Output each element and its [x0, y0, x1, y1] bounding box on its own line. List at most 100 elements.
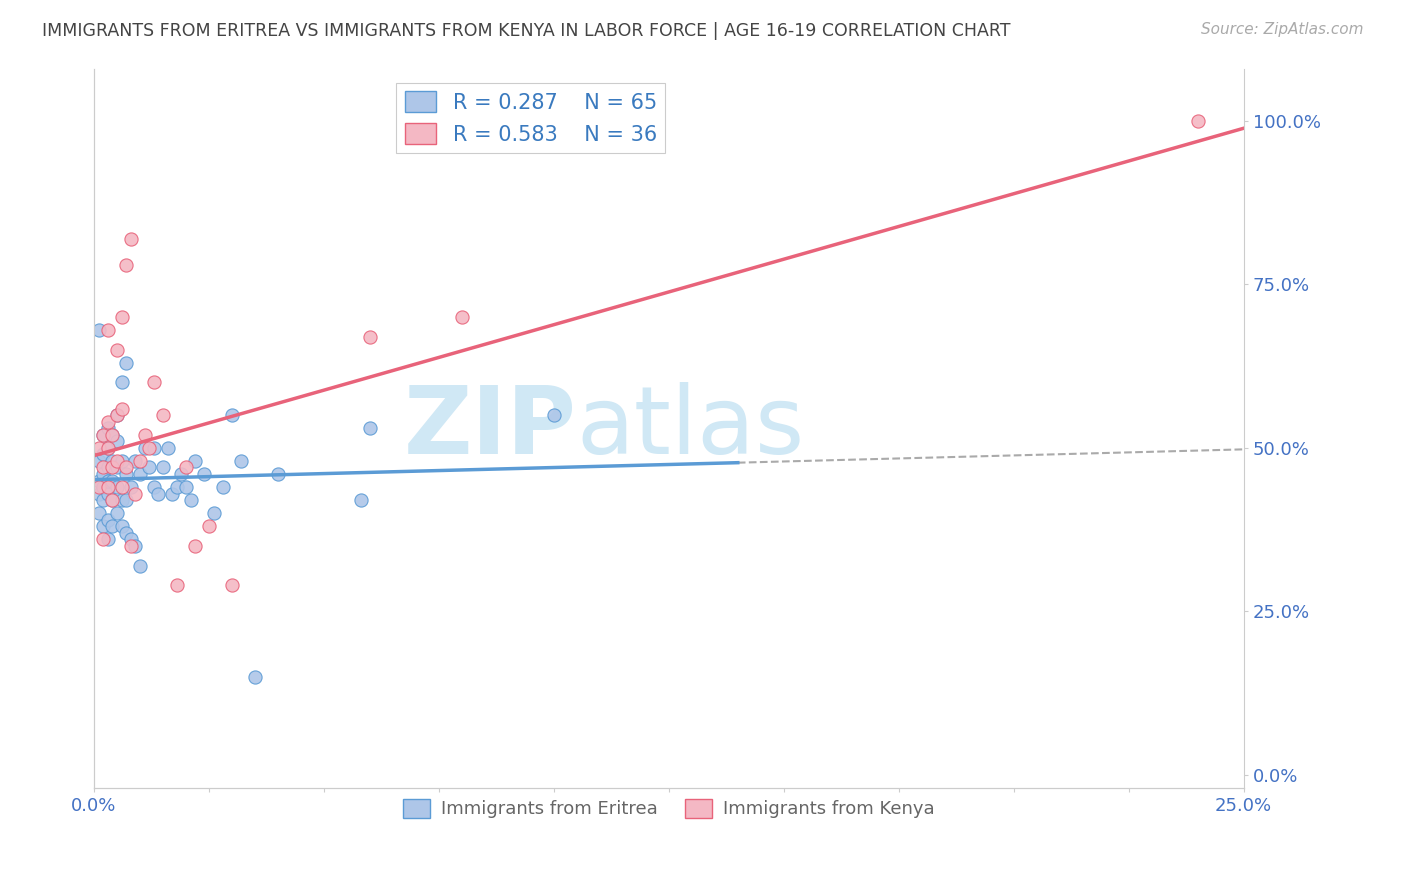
Point: [110, 480, 132, 494]
Point: [105, 408, 128, 422]
Point: [174, 460, 197, 475]
Point: [134, 441, 156, 455]
Point: [166, 578, 188, 592]
Point: [97, 421, 120, 435]
Point: [97, 513, 120, 527]
Point: [87, 480, 110, 494]
Point: [101, 427, 124, 442]
Point: [97, 441, 120, 455]
Point: [120, 533, 142, 547]
Point: [91, 519, 114, 533]
Point: [115, 356, 138, 370]
Point: [91, 427, 114, 442]
Point: [91, 447, 114, 461]
Point: [115, 467, 138, 481]
Point: [170, 467, 193, 481]
Point: [101, 519, 124, 533]
Point: [115, 460, 138, 475]
Point: [267, 467, 290, 481]
Point: [105, 480, 128, 494]
Point: [160, 486, 183, 500]
Point: [142, 376, 165, 390]
Point: [359, 421, 381, 435]
Point: [129, 558, 152, 573]
Point: [221, 408, 243, 422]
Point: [120, 231, 142, 245]
Point: [193, 467, 215, 481]
Point: [101, 474, 124, 488]
Point: [110, 493, 132, 508]
Point: [129, 454, 152, 468]
Point: [105, 408, 128, 422]
Point: [97, 441, 120, 455]
Point: [87, 454, 110, 468]
Point: [134, 427, 156, 442]
Point: [450, 310, 472, 324]
Point: [101, 427, 124, 442]
Point: [91, 460, 114, 475]
Point: [166, 480, 188, 494]
Point: [110, 376, 132, 390]
Point: [101, 493, 124, 508]
Text: atlas: atlas: [576, 382, 806, 475]
Text: IMMIGRANTS FROM ERITREA VS IMMIGRANTS FROM KENYA IN LABOR FORCE | AGE 16-19 CORR: IMMIGRANTS FROM ERITREA VS IMMIGRANTS FR…: [42, 22, 1011, 40]
Point: [110, 454, 132, 468]
Point: [87, 506, 110, 520]
Point: [229, 454, 252, 468]
Point: [87, 323, 110, 337]
Point: [110, 310, 132, 324]
Point: [115, 525, 138, 540]
Point: [221, 578, 243, 592]
Point: [110, 401, 132, 416]
Point: [101, 454, 124, 468]
Point: [97, 480, 120, 494]
Point: [350, 493, 373, 508]
Point: [115, 258, 138, 272]
Point: [120, 480, 142, 494]
Point: [174, 480, 197, 494]
Point: [91, 480, 114, 494]
Point: [179, 493, 201, 508]
Point: [105, 434, 128, 449]
Point: [152, 460, 174, 475]
Point: [101, 493, 124, 508]
Point: [142, 441, 165, 455]
Point: [543, 408, 565, 422]
Point: [105, 460, 128, 475]
Point: [198, 519, 221, 533]
Point: [87, 474, 110, 488]
Point: [152, 408, 174, 422]
Point: [359, 329, 381, 343]
Point: [97, 415, 120, 429]
Point: [87, 486, 110, 500]
Point: [138, 441, 160, 455]
Point: [124, 486, 146, 500]
Point: [129, 467, 152, 481]
Legend: Immigrants from Eritrea, Immigrants from Kenya: Immigrants from Eritrea, Immigrants from…: [396, 792, 942, 826]
Point: [105, 454, 128, 468]
Point: [101, 460, 124, 475]
Point: [211, 480, 233, 494]
Point: [184, 539, 207, 553]
Point: [148, 486, 170, 500]
Point: [105, 506, 128, 520]
Point: [142, 480, 165, 494]
Point: [115, 493, 138, 508]
Point: [91, 533, 114, 547]
Point: [91, 467, 114, 481]
Point: [91, 427, 114, 442]
Point: [156, 441, 179, 455]
Point: [97, 460, 120, 475]
Point: [243, 670, 266, 684]
Point: [97, 533, 120, 547]
Point: [124, 454, 146, 468]
Text: ZIP: ZIP: [404, 382, 576, 475]
Text: Source: ZipAtlas.com: Source: ZipAtlas.com: [1201, 22, 1364, 37]
Point: [1187, 113, 1209, 128]
Point: [110, 519, 132, 533]
Point: [97, 474, 120, 488]
Text: #d0e8f5: #d0e8f5: [669, 427, 675, 428]
Point: [124, 539, 146, 553]
Point: [184, 454, 207, 468]
Point: [105, 343, 128, 357]
